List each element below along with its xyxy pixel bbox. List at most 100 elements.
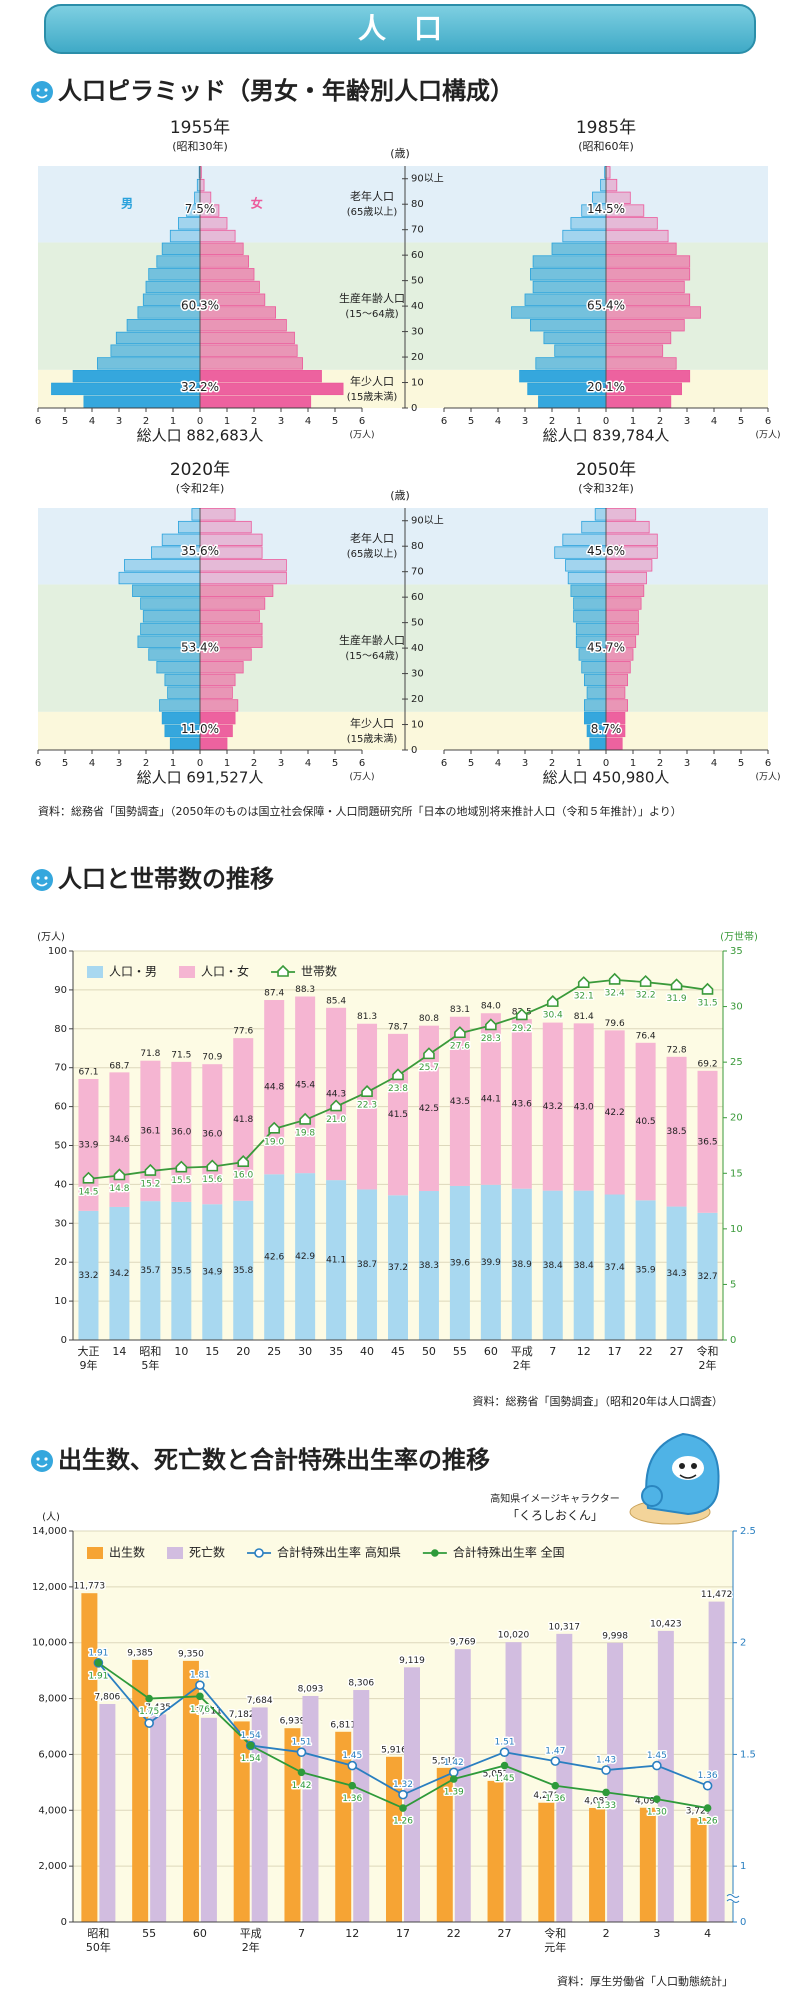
bar-segment	[697, 1070, 718, 1213]
line-label: 1.36	[545, 1794, 565, 1804]
y-tick-label: 80	[54, 1024, 67, 1035]
age-tick-label: 60	[411, 250, 424, 261]
age-tick-label: 50	[411, 618, 424, 629]
bar-segment	[480, 1013, 501, 1185]
pyramid-bar	[199, 395, 312, 408]
x-tick-label: 6	[765, 416, 771, 427]
x-unit: (万人)	[755, 772, 780, 783]
bar-segment	[604, 1194, 625, 1340]
x-tick-label: 1	[170, 758, 176, 769]
total-label: 87.4	[264, 989, 284, 999]
pyramid-bar	[605, 737, 623, 750]
line-marker	[94, 1659, 103, 1667]
pyramid-bar	[199, 699, 239, 712]
x-tick-label: 2	[657, 758, 663, 769]
y-tick-label: 10	[54, 1296, 67, 1307]
y2-tick-label: 10	[730, 1224, 743, 1235]
pyramid-bar	[199, 737, 228, 750]
pyramid-bar	[199, 673, 236, 687]
line-label: 1.33	[596, 1801, 616, 1811]
bar-segment	[449, 1016, 470, 1186]
bar-segment	[109, 1072, 130, 1207]
bar-label: 42.9	[295, 1252, 315, 1262]
x-tick-label: 6	[35, 416, 41, 427]
pyramid-bar	[573, 597, 607, 610]
x-tick-label: 4	[704, 1927, 711, 1940]
x-tick-label: 0	[603, 758, 609, 769]
x-tick-label: 45	[391, 1345, 405, 1358]
line-label: 1.43	[596, 1756, 616, 1766]
bar-segment	[140, 1201, 161, 1340]
x-tick-label: 40	[360, 1345, 374, 1358]
pyramid-bar	[199, 242, 244, 255]
line-marker	[546, 994, 559, 1007]
bar-label: 9,350	[178, 1649, 204, 1659]
line-label: 1.54	[241, 1754, 261, 1764]
total-label: 80.8	[419, 1014, 439, 1024]
bar	[386, 1756, 402, 1922]
bar-label: 4,082	[584, 1796, 610, 1806]
line-marker	[500, 1761, 509, 1770]
bar-label: 44.3	[326, 1089, 346, 1099]
pyramid-bar	[567, 571, 607, 585]
pyramid-bar	[530, 268, 607, 281]
line-marker	[652, 1760, 662, 1771]
x-tick-label: 4	[89, 758, 95, 769]
x-tick-label: 12	[345, 1927, 359, 1940]
line-marker	[296, 1747, 307, 1757]
bar-segment	[542, 1022, 563, 1191]
bar-segment	[480, 1184, 501, 1340]
x-tick-label: 1	[630, 416, 636, 427]
bar	[639, 1807, 656, 1922]
pyramid-bar	[199, 357, 303, 370]
bar-label: 9,385	[127, 1648, 153, 1658]
bar-segment	[264, 1174, 285, 1340]
bar-segment	[140, 1060, 161, 1202]
pyramid-bar	[177, 520, 201, 534]
y2-unit: (万世帯)	[720, 930, 758, 943]
bar-label: 38.4	[574, 1261, 594, 1271]
bar	[436, 1767, 453, 1922]
bar-label: 7,684	[247, 1696, 273, 1706]
x-tick-label: 3	[116, 416, 122, 427]
pyramid-bar	[589, 737, 607, 750]
total-label: 83.1	[450, 1005, 470, 1015]
x-tick-label: 2	[549, 416, 555, 427]
legend-marker	[431, 1549, 439, 1557]
pyramid-bar	[115, 331, 201, 345]
pyramid-bar	[156, 661, 201, 674]
x-tick-label: 6	[765, 758, 771, 769]
age-tick-label: 0	[411, 745, 417, 756]
x-tick-label: 4	[305, 416, 311, 427]
panel-subtitle: (昭和30年)	[172, 139, 228, 153]
x-tick-label: 2	[603, 1927, 610, 1940]
line-label: 1.32	[393, 1780, 413, 1790]
line-label: 25.7	[419, 1063, 439, 1073]
character-caption: 高知県イメージキャラクター	[490, 1492, 619, 1505]
bar-segment	[357, 1189, 378, 1340]
pyramid-bar	[199, 597, 266, 610]
x-tick-label: 2	[251, 416, 257, 427]
pyramid-bar	[605, 699, 629, 712]
zone-label: 老年人口	[350, 531, 394, 545]
age-tick-label: 50	[411, 276, 424, 287]
x-tick-label: 3	[684, 416, 690, 427]
bar-label: 44.8	[264, 1083, 284, 1093]
line-marker	[499, 1747, 510, 1757]
character-illustration	[629, 1432, 720, 1525]
pyramid-bar	[605, 319, 685, 332]
bar-label: 5,518	[432, 1756, 458, 1766]
bar	[132, 1659, 149, 1922]
share-label: 60.3%	[181, 299, 219, 313]
age-tick-label: 40	[411, 301, 424, 312]
bar-label: 41.1	[326, 1256, 346, 1266]
bar-label: 35.5	[171, 1266, 191, 1276]
bar-label: 5,916	[381, 1745, 407, 1755]
pyramid-bar	[584, 673, 607, 687]
bar-label: 35.8	[233, 1266, 253, 1276]
line-marker	[701, 982, 714, 995]
total-label: 88.3	[295, 985, 315, 995]
y-tick-label: 14,000	[32, 1526, 67, 1537]
x-tick-label: 2	[549, 758, 555, 769]
panel-title: 2020年	[170, 460, 230, 480]
